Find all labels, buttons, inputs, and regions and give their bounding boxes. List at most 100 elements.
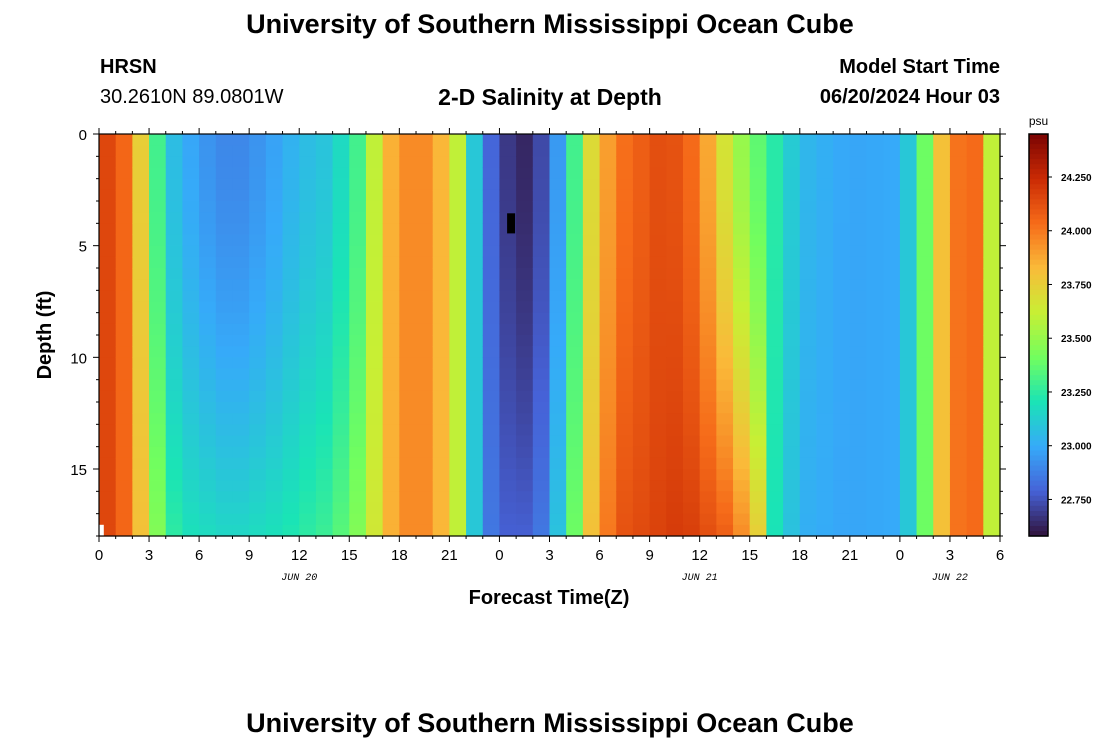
heatmap-cell <box>332 368 350 381</box>
heatmap-cell <box>783 513 801 526</box>
heatmap-cell <box>482 178 501 191</box>
heatmap-cell <box>716 346 734 358</box>
heatmap-cell <box>249 357 267 370</box>
heatmap-cell <box>799 513 818 526</box>
heatmap-cell <box>182 446 200 459</box>
heatmap-cell <box>699 390 717 403</box>
colorbar-segment <box>1029 370 1048 376</box>
heatmap-cell <box>265 402 284 414</box>
heatmap-cell <box>349 524 367 537</box>
heatmap-cell <box>733 469 751 481</box>
heatmap-cell <box>549 323 567 336</box>
heatmap-cell <box>983 524 1001 537</box>
heatmap-cell <box>899 502 918 515</box>
heatmap-cell <box>599 402 617 414</box>
heatmap-cell <box>799 178 818 191</box>
heatmap-cell <box>466 212 484 224</box>
heatmap-cell <box>332 435 350 448</box>
heatmap-cell <box>416 502 434 515</box>
heatmap-cell <box>199 413 217 425</box>
heatmap-cell <box>916 223 934 236</box>
heatmap-cell <box>699 513 717 526</box>
heatmap-cell <box>983 446 1001 459</box>
heatmap-cell <box>799 234 818 247</box>
heatmap-cell <box>883 491 901 504</box>
heatmap-cell <box>532 145 551 157</box>
heatmap-cell <box>716 446 734 459</box>
heatmap-cell <box>215 301 234 314</box>
heatmap-cell <box>365 513 384 526</box>
heatmap-cell <box>949 145 968 157</box>
heatmap-cell <box>666 279 684 291</box>
colorbar-segment <box>1029 390 1048 396</box>
heatmap-cell <box>482 502 501 515</box>
heatmap-cell <box>282 346 300 358</box>
heatmap-cell <box>783 290 801 303</box>
heatmap-cell <box>916 301 934 314</box>
heatmap-cell <box>733 245 751 258</box>
heatmap-cell <box>265 335 284 347</box>
heatmap-cell <box>816 268 834 280</box>
heatmap-cell <box>315 156 334 169</box>
heatmap-cell <box>416 491 434 504</box>
heatmap-cell <box>866 446 884 459</box>
heatmap-cell <box>199 134 217 146</box>
heatmap-cell <box>599 368 617 381</box>
heatmap-cell <box>332 424 350 437</box>
heatmap-cell <box>733 513 751 526</box>
heatmap-cell <box>816 513 834 526</box>
heatmap-cell <box>599 424 617 437</box>
heatmap-cell <box>733 178 751 191</box>
heatmap-cell <box>215 379 234 392</box>
heatmap-cell <box>132 390 150 403</box>
heatmap-cell <box>733 145 751 157</box>
colorbar-segment <box>1029 500 1048 507</box>
heatmap-cell <box>215 402 234 414</box>
heatmap-cell <box>783 268 801 280</box>
heatmap-cell <box>799 223 818 236</box>
heatmap-cell <box>382 178 400 191</box>
heatmap-cell <box>449 491 467 504</box>
heatmap-cell <box>149 357 167 370</box>
heatmap-cell <box>766 189 784 202</box>
heatmap-cell <box>682 178 701 191</box>
heatmap-cell <box>833 189 851 202</box>
heatmap-cell <box>632 424 651 437</box>
colorbar-segment <box>1029 385 1048 391</box>
heatmap-cell <box>182 524 200 537</box>
x-tick-label: 3 <box>545 547 553 564</box>
heatmap-cell <box>149 290 167 303</box>
heatmap-cell <box>933 212 951 224</box>
x-tick-label: 15 <box>741 547 758 564</box>
heatmap-cell <box>682 524 701 537</box>
heatmap-cell <box>983 312 1001 325</box>
heatmap-cell <box>933 435 951 448</box>
colorbar-segment <box>1029 309 1048 316</box>
heatmap-cell <box>299 513 317 526</box>
heatmap-cell <box>632 480 651 492</box>
heatmap-cell <box>682 279 701 291</box>
heatmap-cell <box>182 234 200 247</box>
heatmap-cell <box>466 435 484 448</box>
heatmap-cell <box>599 469 617 481</box>
heatmap-cell <box>599 446 617 459</box>
heatmap-cell <box>866 335 884 347</box>
heatmap-cell <box>849 178 868 191</box>
heatmap-cell <box>499 156 517 169</box>
heatmap-cell <box>382 390 400 403</box>
heatmap-cell <box>499 402 517 414</box>
x-tick-label: 12 <box>691 547 708 564</box>
heatmap-cell <box>482 368 501 381</box>
heatmap-cell <box>132 435 150 448</box>
heatmap-cell <box>899 234 918 247</box>
heatmap-cell <box>682 189 701 202</box>
heatmap-cell <box>115 212 133 224</box>
heatmap-cell <box>549 335 567 347</box>
heatmap-cell <box>416 323 434 336</box>
heatmap-cell <box>482 480 501 492</box>
heatmap-cell <box>749 234 768 247</box>
heatmap-cell <box>382 524 400 537</box>
colorbar-segment <box>1029 169 1048 175</box>
heatmap-cell <box>382 513 400 526</box>
heatmap-cell <box>833 513 851 526</box>
